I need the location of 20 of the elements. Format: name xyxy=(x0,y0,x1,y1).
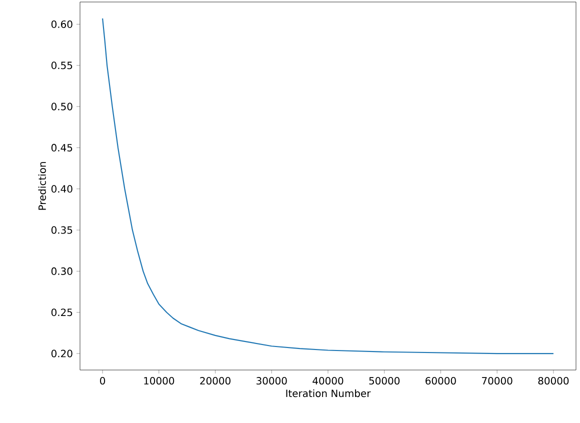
x-tick-label: 20000 xyxy=(200,377,230,385)
y-tick-label: 0.60 xyxy=(51,20,72,28)
y-tick-label: 0.35 xyxy=(51,226,72,234)
y-tick-label: 0.20 xyxy=(51,350,72,358)
x-tick-label: 70000 xyxy=(482,377,512,385)
x-tick-label: 80000 xyxy=(538,377,569,385)
y-tick-label: 0.40 xyxy=(51,185,72,193)
y-axis-title: Prediction xyxy=(38,162,46,210)
x-axis-title: Iteration Number xyxy=(286,389,371,398)
x-tick-label: 40000 xyxy=(312,377,344,385)
y-tick-label: 0.45 xyxy=(51,144,72,152)
y-tick-label: 0.55 xyxy=(51,62,72,70)
x-tick-label: 50000 xyxy=(369,377,400,385)
y-tick-label: 0.50 xyxy=(51,102,72,110)
x-tick-label: 0 xyxy=(100,377,106,385)
x-tick-label: 60000 xyxy=(426,377,456,385)
y-tick-label: 0.25 xyxy=(51,308,72,316)
x-tick-label: 30000 xyxy=(256,377,287,385)
x-tick-label: 10000 xyxy=(144,377,174,385)
y-tick-label: 0.30 xyxy=(51,267,72,275)
